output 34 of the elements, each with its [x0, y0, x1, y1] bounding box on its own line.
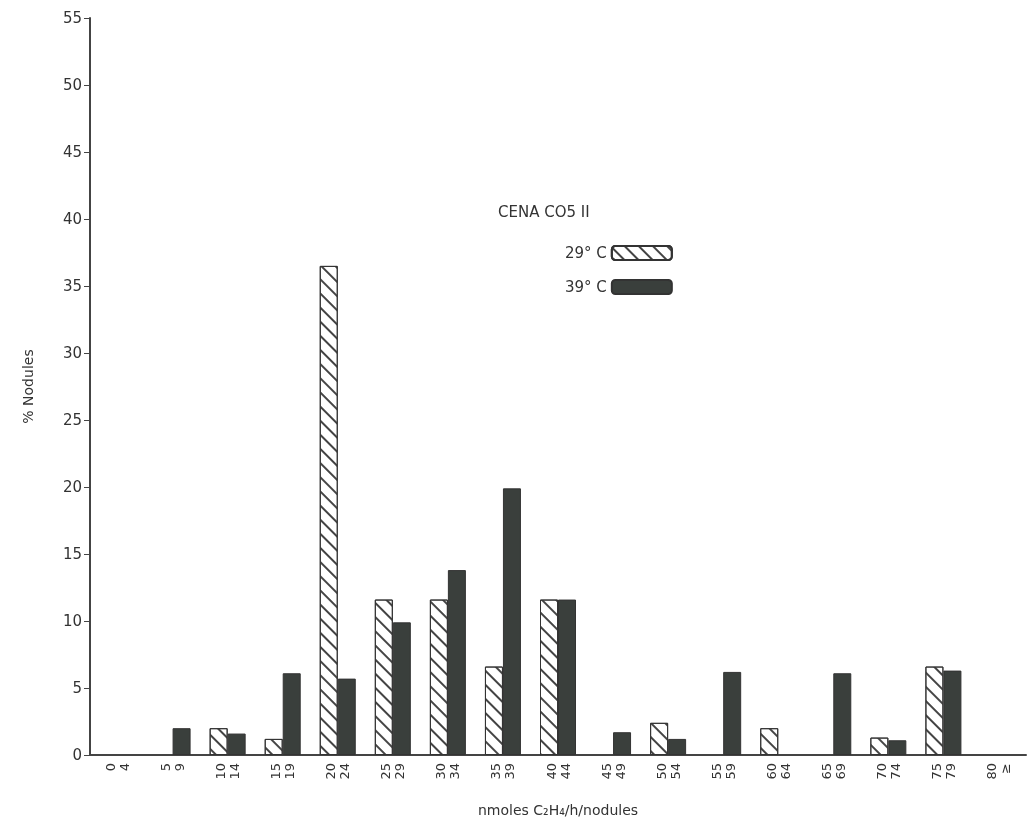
y-tick-label: 35 — [62, 277, 82, 295]
y-tick-label: 45 — [62, 143, 82, 161]
y-tick-label: 5 — [72, 679, 82, 697]
y-tick-label: 30 — [62, 344, 82, 362]
x-tick-label: 40 44 — [543, 763, 573, 780]
x-tick-label: 80 ≥ — [983, 763, 1013, 780]
y-tick-label: 10 — [62, 612, 82, 630]
x-tick-label: 20 24 — [323, 763, 353, 780]
x-tick-label: 5 9 — [158, 763, 188, 772]
x-tick-label: 50 54 — [653, 763, 683, 780]
x-tick-label: 10 14 — [213, 763, 243, 780]
y-axis-title: % Nodules — [20, 349, 36, 424]
x-tick-label: 35 39 — [488, 763, 518, 780]
x-axis-title: nmoles C₂H₄/h/nodules — [477, 802, 639, 818]
y-tick-label: 50 — [62, 76, 82, 94]
x-tick-label: 65 69 — [818, 763, 848, 780]
x-tick-label: 45 49 — [598, 763, 628, 780]
x-tick-label: 70 74 — [873, 763, 903, 780]
legend-label: 29° C — [564, 244, 607, 262]
x-tick-label: 25 29 — [378, 763, 408, 780]
x-tick-label: 55 59 — [708, 763, 738, 780]
y-tick-label: 55 — [62, 9, 82, 27]
y-tick-label: 0 — [72, 746, 82, 764]
legend-title: CENA CO5 II — [498, 202, 590, 221]
x-tick-label: 60 64 — [763, 763, 793, 780]
x-tick-label: 0 4 — [103, 763, 133, 772]
x-tick-label: 15 19 — [268, 763, 298, 780]
y-tick-label: 20 — [62, 478, 82, 496]
legend-label: 39° C — [564, 278, 607, 296]
x-tick-label: 30 34 — [433, 763, 463, 780]
y-tick-label: 40 — [62, 210, 82, 228]
y-tick-label: 15 — [62, 545, 82, 563]
x-tick-label: 75 79 — [928, 763, 958, 780]
y-tick-label: 25 — [62, 411, 82, 429]
